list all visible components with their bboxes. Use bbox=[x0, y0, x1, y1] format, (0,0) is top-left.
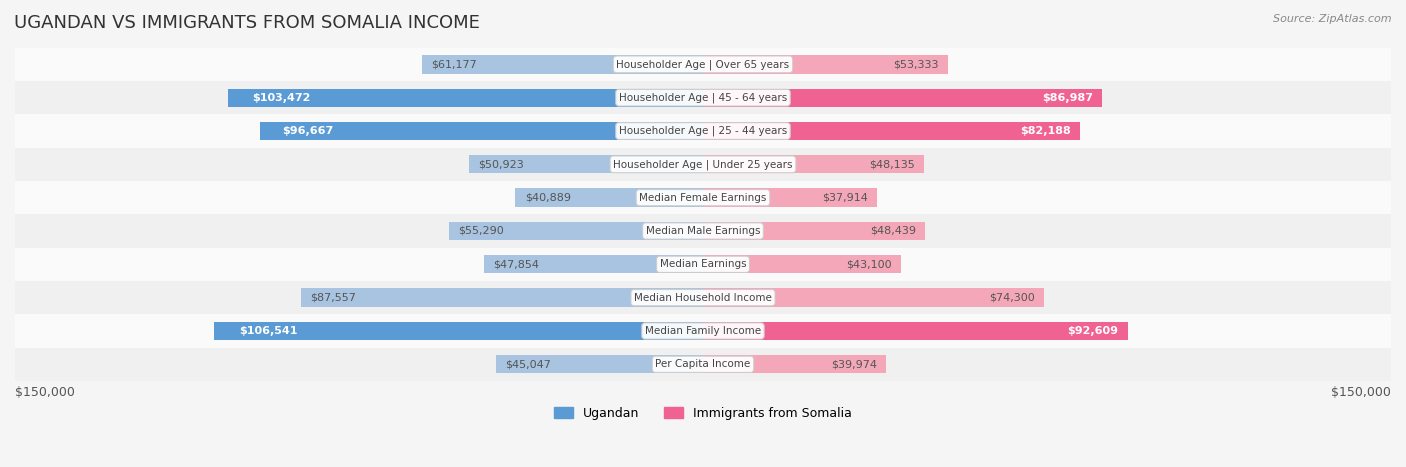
Text: $96,667: $96,667 bbox=[281, 126, 333, 136]
Bar bbox=[15, 281, 1391, 314]
Bar bbox=[516, 189, 703, 207]
Bar bbox=[214, 322, 703, 340]
Text: $40,889: $40,889 bbox=[524, 193, 571, 203]
Text: $86,987: $86,987 bbox=[1042, 92, 1092, 103]
Text: $43,100: $43,100 bbox=[846, 259, 891, 269]
Bar bbox=[15, 48, 1391, 81]
Legend: Ugandan, Immigrants from Somalia: Ugandan, Immigrants from Somalia bbox=[550, 402, 856, 425]
Text: Householder Age | Over 65 years: Householder Age | Over 65 years bbox=[616, 59, 790, 70]
Text: Median Male Earnings: Median Male Earnings bbox=[645, 226, 761, 236]
Bar bbox=[15, 148, 1391, 181]
Bar bbox=[703, 189, 877, 207]
Text: Median Earnings: Median Earnings bbox=[659, 259, 747, 269]
Text: $150,000: $150,000 bbox=[1331, 386, 1391, 399]
Bar bbox=[15, 114, 1391, 148]
Bar bbox=[703, 289, 1043, 307]
Text: UGANDAN VS IMMIGRANTS FROM SOMALIA INCOME: UGANDAN VS IMMIGRANTS FROM SOMALIA INCOM… bbox=[14, 14, 479, 32]
Bar bbox=[15, 214, 1391, 248]
Text: Source: ZipAtlas.com: Source: ZipAtlas.com bbox=[1274, 14, 1392, 24]
Text: $47,854: $47,854 bbox=[492, 259, 538, 269]
Bar bbox=[228, 89, 703, 107]
Bar bbox=[301, 289, 703, 307]
Bar bbox=[484, 255, 703, 274]
Bar bbox=[703, 222, 925, 240]
Text: $87,557: $87,557 bbox=[311, 293, 357, 303]
Text: $82,188: $82,188 bbox=[1019, 126, 1071, 136]
Text: Median Household Income: Median Household Income bbox=[634, 293, 772, 303]
Bar bbox=[496, 355, 703, 374]
Text: $55,290: $55,290 bbox=[458, 226, 505, 236]
Bar bbox=[703, 155, 924, 174]
Text: $48,135: $48,135 bbox=[869, 159, 915, 170]
Text: Householder Age | Under 25 years: Householder Age | Under 25 years bbox=[613, 159, 793, 170]
Bar bbox=[15, 248, 1391, 281]
Bar bbox=[703, 255, 901, 274]
Bar bbox=[15, 314, 1391, 347]
Bar bbox=[703, 55, 948, 73]
Text: Median Female Earnings: Median Female Earnings bbox=[640, 193, 766, 203]
Text: Per Capita Income: Per Capita Income bbox=[655, 359, 751, 369]
Text: $53,333: $53,333 bbox=[893, 59, 938, 70]
Bar bbox=[450, 222, 703, 240]
Bar bbox=[470, 155, 703, 174]
Text: $45,047: $45,047 bbox=[506, 359, 551, 369]
Text: $61,177: $61,177 bbox=[432, 59, 477, 70]
Text: $92,609: $92,609 bbox=[1067, 326, 1119, 336]
Bar bbox=[703, 322, 1128, 340]
Text: $150,000: $150,000 bbox=[15, 386, 75, 399]
Text: $39,974: $39,974 bbox=[831, 359, 877, 369]
Text: $106,541: $106,541 bbox=[239, 326, 297, 336]
Text: $103,472: $103,472 bbox=[252, 92, 311, 103]
Bar bbox=[15, 347, 1391, 381]
Text: Median Family Income: Median Family Income bbox=[645, 326, 761, 336]
Text: $74,300: $74,300 bbox=[988, 293, 1035, 303]
Text: Householder Age | 45 - 64 years: Householder Age | 45 - 64 years bbox=[619, 92, 787, 103]
Text: $50,923: $50,923 bbox=[478, 159, 524, 170]
Bar bbox=[703, 89, 1102, 107]
Bar bbox=[703, 355, 886, 374]
Bar bbox=[15, 181, 1391, 214]
Text: Householder Age | 25 - 44 years: Householder Age | 25 - 44 years bbox=[619, 126, 787, 136]
Text: $37,914: $37,914 bbox=[823, 193, 868, 203]
Bar bbox=[703, 122, 1080, 140]
Bar bbox=[422, 55, 703, 73]
Bar bbox=[260, 122, 703, 140]
Bar bbox=[15, 81, 1391, 114]
Text: $48,439: $48,439 bbox=[870, 226, 915, 236]
